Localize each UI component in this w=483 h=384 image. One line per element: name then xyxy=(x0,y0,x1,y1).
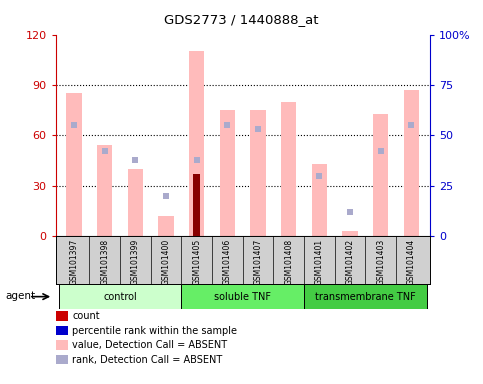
Text: GSM101407: GSM101407 xyxy=(254,238,263,285)
Text: count: count xyxy=(72,311,100,321)
Text: GSM101398: GSM101398 xyxy=(100,238,109,285)
Text: GSM101401: GSM101401 xyxy=(315,238,324,285)
Text: GSM101402: GSM101402 xyxy=(346,238,355,285)
Text: percentile rank within the sample: percentile rank within the sample xyxy=(72,326,238,336)
Text: value, Detection Call = ABSENT: value, Detection Call = ABSENT xyxy=(72,340,227,350)
Text: GSM101403: GSM101403 xyxy=(376,238,385,285)
Text: soluble TNF: soluble TNF xyxy=(214,291,271,302)
Text: GDS2773 / 1440888_at: GDS2773 / 1440888_at xyxy=(164,13,319,26)
Bar xyxy=(342,231,358,236)
Bar xyxy=(312,164,327,236)
Bar xyxy=(189,51,204,236)
Bar xyxy=(128,169,143,236)
Bar xyxy=(281,102,297,236)
Bar xyxy=(304,284,427,309)
Bar xyxy=(193,174,200,236)
Bar xyxy=(220,110,235,236)
Text: GSM101400: GSM101400 xyxy=(161,238,170,285)
Bar xyxy=(97,146,113,236)
Text: agent: agent xyxy=(6,291,36,301)
Bar xyxy=(58,284,181,309)
Text: GSM101397: GSM101397 xyxy=(70,238,78,285)
Bar xyxy=(181,284,304,309)
Bar xyxy=(158,216,174,236)
Text: GSM101408: GSM101408 xyxy=(284,238,293,285)
Text: control: control xyxy=(103,291,137,302)
Bar xyxy=(250,110,266,236)
Text: GSM101404: GSM101404 xyxy=(407,238,416,285)
Text: GSM101399: GSM101399 xyxy=(131,238,140,285)
Text: GSM101405: GSM101405 xyxy=(192,238,201,285)
Text: transmembrane TNF: transmembrane TNF xyxy=(315,291,416,302)
Bar xyxy=(66,93,82,236)
Bar xyxy=(404,90,419,236)
Text: GSM101406: GSM101406 xyxy=(223,238,232,285)
Text: rank, Detection Call = ABSENT: rank, Detection Call = ABSENT xyxy=(72,355,223,365)
Bar xyxy=(373,114,388,236)
